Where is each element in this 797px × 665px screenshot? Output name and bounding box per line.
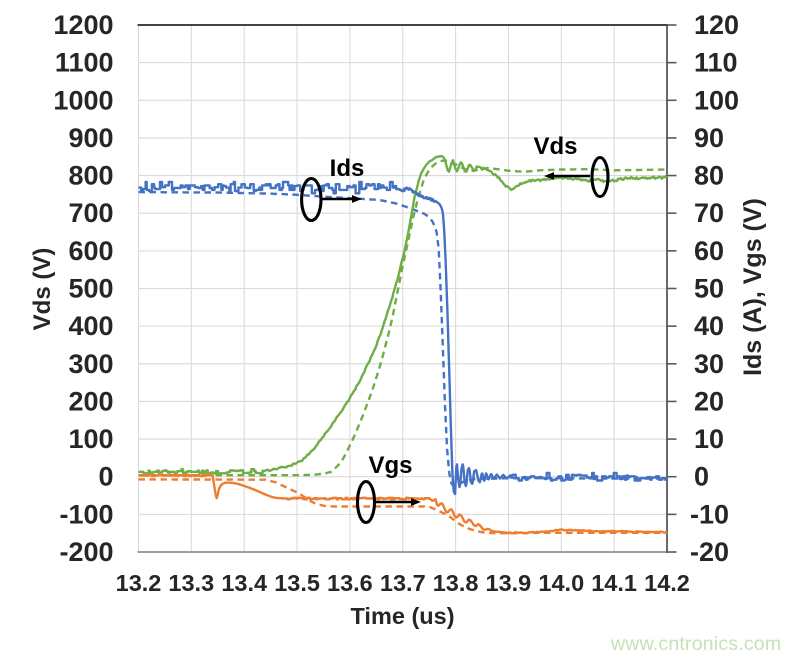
svg-text:13.5: 13.5 [274,570,320,596]
svg-text:300: 300 [68,349,113,379]
svg-text:70: 70 [694,198,724,228]
svg-text:900: 900 [68,123,113,153]
svg-text:80: 80 [694,161,724,191]
svg-text:600: 600 [68,236,113,266]
svg-text:Vds (V): Vds (V) [29,248,56,331]
svg-text:-10: -10 [690,499,729,529]
svg-text:40: 40 [694,311,724,341]
svg-text:13.2: 13.2 [116,570,162,596]
svg-text:www.cntronics.com: www.cntronics.com [610,633,781,655]
svg-text:Vds: Vds [533,133,577,160]
svg-text:800: 800 [68,161,113,191]
svg-text:14.0: 14.0 [538,570,584,596]
svg-text:-200: -200 [59,537,113,567]
svg-text:10: 10 [694,424,724,454]
svg-text:-20: -20 [690,537,729,567]
svg-text:0: 0 [98,462,113,492]
svg-text:110: 110 [694,48,738,78]
svg-text:1000: 1000 [53,85,113,115]
svg-text:100: 100 [68,424,113,454]
svg-text:13.9: 13.9 [486,570,532,596]
svg-text:120: 120 [694,10,739,40]
svg-text:0: 0 [694,462,709,492]
svg-text:14.1: 14.1 [591,570,637,596]
svg-text:Ids: Ids [330,155,365,182]
svg-text:13.7: 13.7 [380,570,426,596]
svg-text:400: 400 [68,311,113,341]
svg-text:Time (us): Time (us) [350,603,454,629]
svg-text:Ids (A), Vgs (V): Ids (A), Vgs (V) [739,198,767,376]
svg-text:1200: 1200 [53,10,113,40]
svg-text:13.8: 13.8 [433,570,479,596]
svg-text:13.3: 13.3 [168,570,214,596]
svg-text:20: 20 [694,386,724,416]
svg-text:14.2: 14.2 [644,570,690,596]
svg-text:1100: 1100 [55,48,114,78]
svg-text:13.4: 13.4 [221,570,267,596]
svg-text:30: 30 [694,349,724,379]
svg-text:700: 700 [68,198,113,228]
svg-text:50: 50 [694,274,724,304]
svg-text:200: 200 [68,386,113,416]
svg-text:90: 90 [694,123,724,153]
svg-text:13.6: 13.6 [327,570,373,596]
svg-text:60: 60 [694,236,724,266]
svg-text:Vgs: Vgs [368,452,412,479]
svg-text:100: 100 [694,85,739,115]
svg-text:500: 500 [68,274,113,304]
svg-text:-100: -100 [59,499,113,529]
